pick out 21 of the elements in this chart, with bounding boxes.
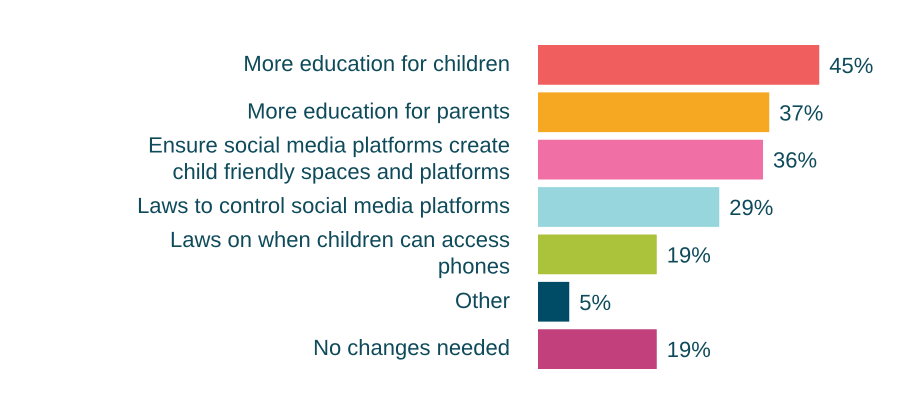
y-tick-label: Laws to control social media platforms bbox=[137, 193, 510, 218]
y-tick-label: More education for children bbox=[243, 50, 510, 76]
data-label: 19% bbox=[666, 242, 711, 268]
bar bbox=[538, 329, 657, 370]
bar bbox=[538, 187, 720, 227]
data-label: 37% bbox=[779, 100, 824, 126]
data-label: 19% bbox=[666, 337, 711, 362]
bar bbox=[538, 44, 820, 85]
bar bbox=[538, 234, 657, 274]
data-label: 45% bbox=[829, 52, 874, 78]
data-label: 5% bbox=[579, 290, 612, 315]
y-tick-label: Other bbox=[454, 288, 510, 313]
y-tick-label: No changes needed bbox=[313, 335, 510, 360]
data-label: 29% bbox=[729, 195, 774, 220]
data-label: 36% bbox=[773, 148, 818, 173]
y-tick-label: Laws on when children can access phones bbox=[170, 227, 510, 279]
bar bbox=[538, 140, 763, 180]
y-tick-label: Ensure social media platforms create child friendly spaces and platforms bbox=[148, 132, 510, 184]
bar bbox=[538, 92, 770, 132]
bar bbox=[538, 282, 570, 322]
y-tick-label: More education for parents bbox=[247, 98, 510, 124]
